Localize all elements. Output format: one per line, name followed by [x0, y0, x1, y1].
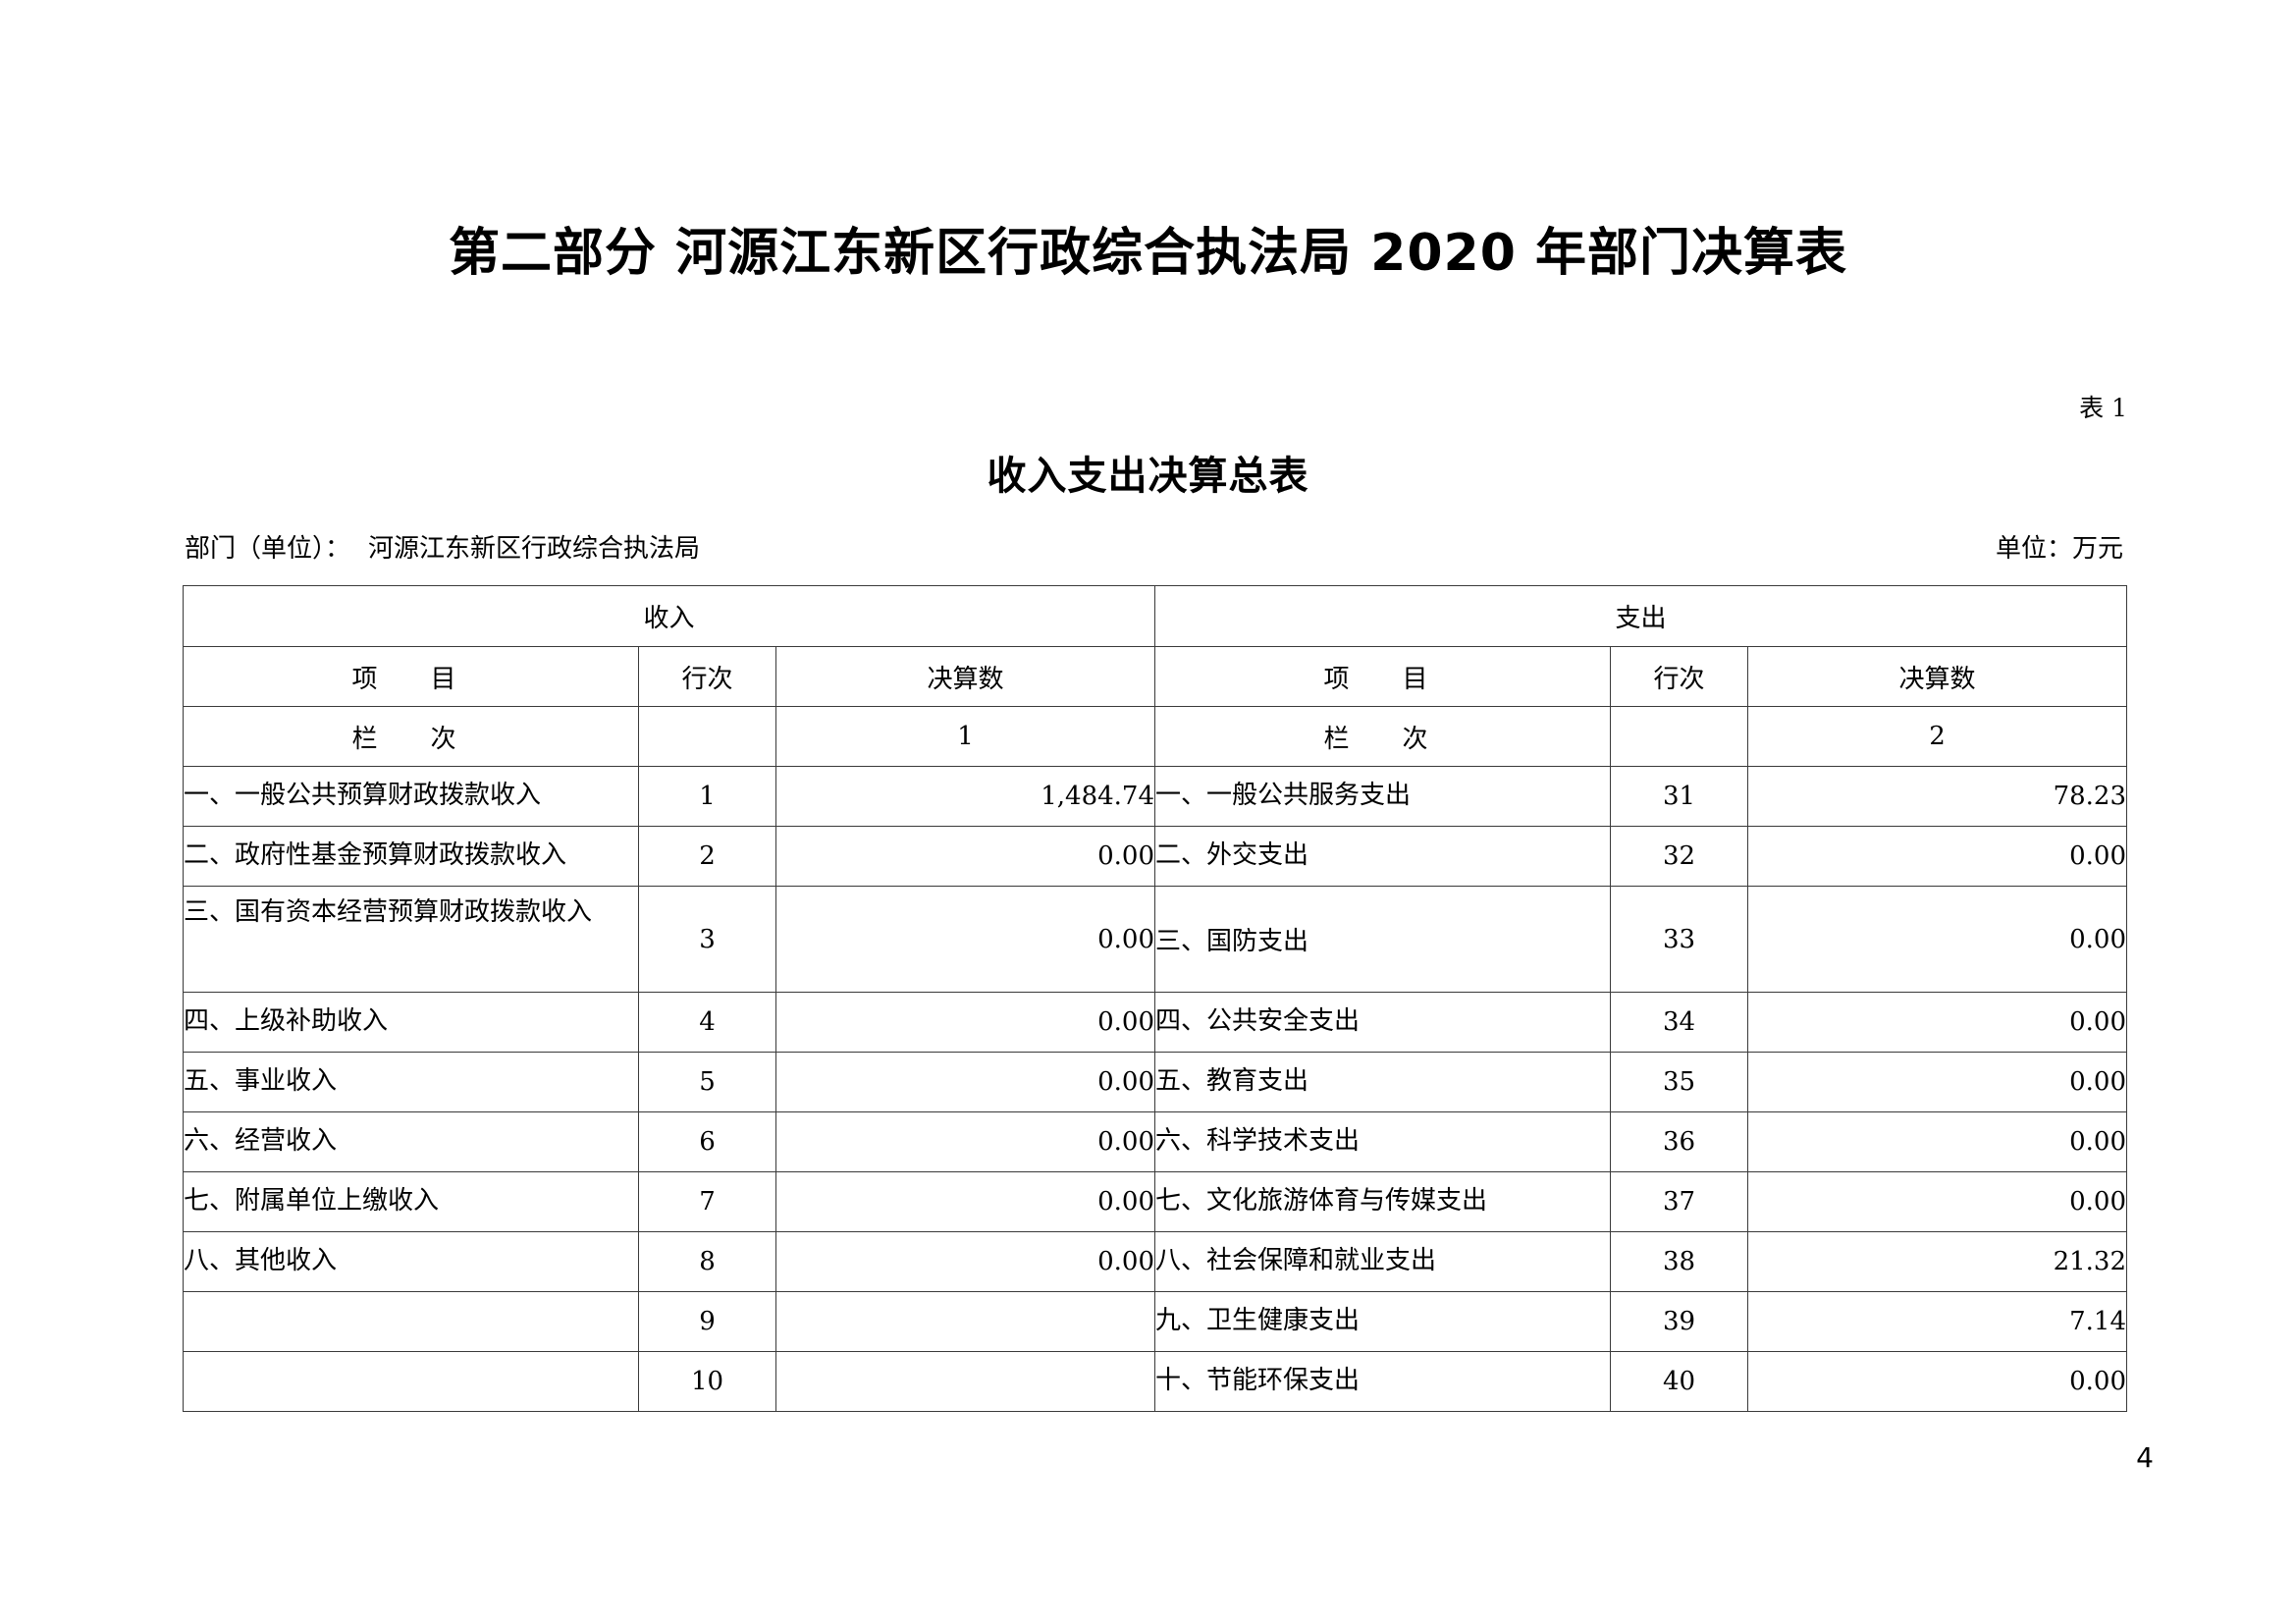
- department-line: 部门（单位）： 河源江东新区行政综合执法局: [185, 528, 700, 565]
- header-expenditure-item: 项 目: [1154, 646, 1611, 707]
- expenditure-item: 十、节能环保支出: [1154, 1351, 1611, 1412]
- revenue-expenditure-final-accounts-table: 收入 支出 项 目 行次 决算数 项 目 行次 决算数 栏 次 1 栏 次 2 …: [183, 585, 2127, 1412]
- expenditure-line-no: 35: [1610, 1052, 1748, 1112]
- expenditure-line-no: 40: [1610, 1351, 1748, 1412]
- expenditure-column-no-label: 栏 次: [1154, 706, 1611, 767]
- income-item: [183, 1291, 639, 1352]
- header-expenditure-line-no: 行次: [1610, 646, 1748, 707]
- income-item: 三、国有资本经营预算财政拨款收入: [183, 886, 639, 993]
- table-body: 收入 支出 项 目 行次 决算数 项 目 行次 决算数 栏 次 1 栏 次 2 …: [183, 585, 2127, 1412]
- expenditure-item: 二、外交支出: [1154, 826, 1611, 887]
- table-meta-row: 部门（单位）： 河源江东新区行政综合执法局 单位：万元: [185, 528, 2123, 565]
- expenditure-amount: 78.23: [1747, 766, 2127, 827]
- document-title: 第二部分 河源江东新区行政综合执法局 2020 年部门决算表: [448, 224, 1848, 283]
- header-expenditure-final-amount: 决算数: [1747, 646, 2127, 707]
- table-row: 三、国有资本经营预算财政拨款收入 3 0.00 三、国防支出 33 0.00: [183, 886, 2127, 993]
- expenditure-column-index: 2: [1747, 706, 2127, 767]
- section-header-income: 收入: [183, 585, 1155, 647]
- income-line-no: 4: [638, 992, 776, 1053]
- income-line-no: 10: [638, 1351, 776, 1412]
- income-amount: 0.00: [775, 826, 1155, 887]
- expenditure-line-no: 32: [1610, 826, 1748, 887]
- unit-note: 单位：万元: [1995, 534, 2123, 564]
- page-number: 4: [2136, 1441, 2154, 1474]
- table-row: 9 九、卫生健康支出 39 7.14: [183, 1291, 2127, 1352]
- income-amount: 0.00: [775, 1111, 1155, 1172]
- expenditure-line-no: 31: [1610, 766, 1748, 827]
- income-amount: 0.00: [775, 1231, 1155, 1292]
- expenditure-amount: 0.00: [1747, 1351, 2127, 1412]
- header-income-item: 项 目: [183, 646, 639, 707]
- table-row: 八、其他收入 8 0.00 八、社会保障和就业支出 38 21.32: [183, 1231, 2127, 1292]
- income-line-no: 9: [638, 1291, 776, 1352]
- income-item: 六、经营收入: [183, 1111, 639, 1172]
- table-row: 五、事业收入 5 0.00 五、教育支出 35 0.00: [183, 1052, 2127, 1112]
- section-header-expenditure: 支出: [1154, 585, 2127, 647]
- table-number-label: 表 1: [2079, 394, 2127, 422]
- income-amount: 0.00: [775, 1171, 1155, 1232]
- expenditure-line-no: 33: [1610, 886, 1748, 993]
- income-column-no-blank: [638, 706, 776, 767]
- income-amount: 0.00: [775, 992, 1155, 1053]
- income-item: 七、附属单位上缴收入: [183, 1171, 639, 1232]
- income-item: 四、上级补助收入: [183, 992, 639, 1053]
- expenditure-line-no: 38: [1610, 1231, 1748, 1292]
- expenditure-item: 三、国防支出: [1154, 886, 1611, 993]
- table-row: 二、政府性基金预算财政拨款收入 2 0.00 二、外交支出 32 0.00: [183, 826, 2127, 887]
- income-line-no: 6: [638, 1111, 776, 1172]
- expenditure-amount: 0.00: [1747, 1111, 2127, 1172]
- section-header-row: 收入 支出: [183, 585, 2127, 647]
- department-label: 部门（单位）：: [185, 534, 351, 564]
- expenditure-amount: 0.00: [1747, 886, 2127, 993]
- income-column-index: 1: [775, 706, 1155, 767]
- table-row: 一、一般公共预算财政拨款收入 1 1,484.74 一、一般公共服务支出 31 …: [183, 766, 2127, 827]
- header-income-final-amount: 决算数: [775, 646, 1155, 707]
- income-line-no: 3: [638, 886, 776, 993]
- income-item: [183, 1351, 639, 1412]
- expenditure-item: 四、公共安全支出: [1154, 992, 1611, 1053]
- expenditure-line-no: 36: [1610, 1111, 1748, 1172]
- table-row: 七、附属单位上缴收入 7 0.00 七、文化旅游体育与传媒支出 37 0.00: [183, 1171, 2127, 1232]
- expenditure-amount: 0.00: [1747, 1052, 2127, 1112]
- income-column-no-label: 栏 次: [183, 706, 639, 767]
- column-header-row: 项 目 行次 决算数 项 目 行次 决算数: [183, 646, 2127, 707]
- table-row: 六、经营收入 6 0.00 六、科学技术支出 36 0.00: [183, 1111, 2127, 1172]
- income-amount: [775, 1291, 1155, 1352]
- table-row: 10 十、节能环保支出 40 0.00: [183, 1351, 2127, 1412]
- expenditure-item: 七、文化旅游体育与传媒支出: [1154, 1171, 1611, 1232]
- expenditure-line-no: 39: [1610, 1291, 1748, 1352]
- table-row: 四、上级补助收入 4 0.00 四、公共安全支出 34 0.00: [183, 992, 2127, 1053]
- income-item: 二、政府性基金预算财政拨款收入: [183, 826, 639, 887]
- income-item: 五、事业收入: [183, 1052, 639, 1112]
- income-line-no: 1: [638, 766, 776, 827]
- expenditure-amount: 0.00: [1747, 992, 2127, 1053]
- income-line-no: 5: [638, 1052, 776, 1112]
- income-amount: [775, 1351, 1155, 1412]
- income-line-no: 7: [638, 1171, 776, 1232]
- expenditure-item: 六、科学技术支出: [1154, 1111, 1611, 1172]
- income-item: 一、一般公共预算财政拨款收入: [183, 766, 639, 827]
- expenditure-amount: 0.00: [1747, 826, 2127, 887]
- income-amount: 1,484.74: [775, 766, 1155, 827]
- table-sub-title: 收入支出决算总表: [987, 454, 1309, 499]
- expenditure-item: 八、社会保障和就业支出: [1154, 1231, 1611, 1292]
- expenditure-amount: 21.32: [1747, 1231, 2127, 1292]
- expenditure-line-no: 34: [1610, 992, 1748, 1053]
- expenditure-item: 一、一般公共服务支出: [1154, 766, 1611, 827]
- income-line-no: 2: [638, 826, 776, 887]
- expenditure-item: 九、卫生健康支出: [1154, 1291, 1611, 1352]
- expenditure-amount: 7.14: [1747, 1291, 2127, 1352]
- expenditure-item: 五、教育支出: [1154, 1052, 1611, 1112]
- column-index-row: 栏 次 1 栏 次 2: [183, 706, 2127, 767]
- department-value: 河源江东新区行政综合执法局: [368, 534, 701, 564]
- income-amount: 0.00: [775, 886, 1155, 993]
- expenditure-amount: 0.00: [1747, 1171, 2127, 1232]
- header-income-line-no: 行次: [638, 646, 776, 707]
- expenditure-column-no-blank: [1610, 706, 1748, 767]
- income-line-no: 8: [638, 1231, 776, 1292]
- income-amount: 0.00: [775, 1052, 1155, 1112]
- income-item: 八、其他收入: [183, 1231, 639, 1292]
- expenditure-line-no: 37: [1610, 1171, 1748, 1232]
